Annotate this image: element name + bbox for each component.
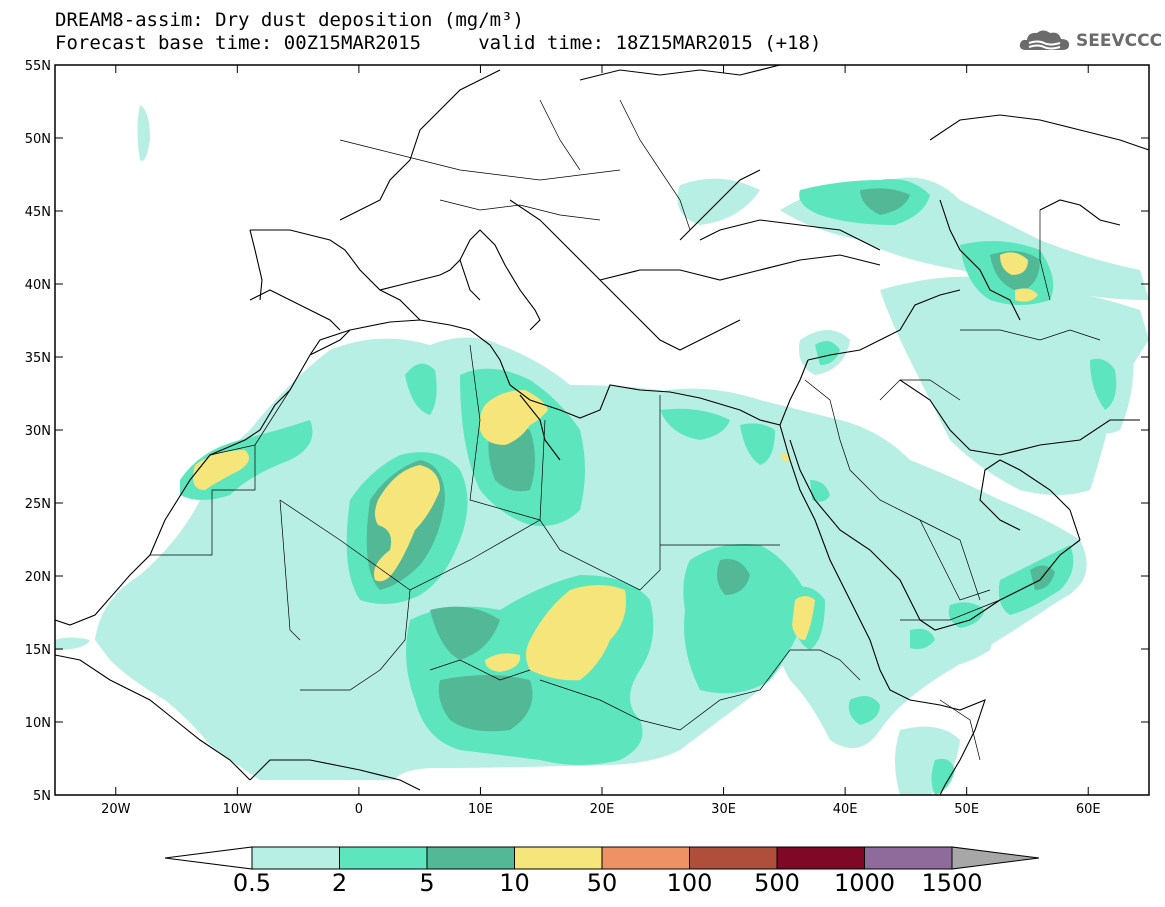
longitude-axis: 20W 10W 0 10E 20E 30E 40E 50E 60E <box>101 65 1101 817</box>
deposition-fields <box>55 105 1149 795</box>
colorbar-label: 2 <box>332 869 347 897</box>
colorbar-label: 1000 <box>834 869 895 897</box>
level-10-50-fields <box>192 252 1038 681</box>
lat-tick-label: 25N <box>25 497 51 512</box>
lon-tick-label: 30E <box>711 802 736 817</box>
colorbar-swatch <box>514 846 603 870</box>
lon-tick-label: 0 <box>355 802 363 817</box>
lat-tick-label: 35N <box>25 351 51 366</box>
lat-tick-label: 5N <box>33 789 51 804</box>
colorbar-swatch <box>776 846 865 870</box>
colorbar-swatch <box>689 846 778 870</box>
seevccc-logo: SEEVCCC <box>1018 28 1162 54</box>
colorbar-swatch <box>601 846 690 870</box>
lat-tick-label: 50N <box>25 132 51 147</box>
lon-tick-label: 10W <box>223 802 253 817</box>
colorbar-swatch <box>864 846 953 870</box>
coastlines <box>55 65 1149 795</box>
lon-tick-label: 20E <box>590 802 615 817</box>
lon-tick-label: 40E <box>833 802 858 817</box>
lat-tick-label: 10N <box>25 716 51 731</box>
lon-tick-label: 50E <box>954 802 979 817</box>
colorbar-label: 5 <box>419 869 434 897</box>
colorbar-swatch <box>426 846 515 870</box>
lat-tick-label: 30N <box>25 424 51 439</box>
colorbar: 0.5 2 5 10 50 100 500 1000 1500 <box>164 846 1040 897</box>
lat-tick-label: 20N <box>25 570 51 585</box>
colorbar-label: 1500 <box>921 869 982 897</box>
colorbar-label: 50 <box>587 869 618 897</box>
colorbar-swatch <box>339 846 428 870</box>
lat-tick-label: 40N <box>25 278 51 293</box>
lat-tick-label: 15N <box>25 643 51 658</box>
lat-tick-label: 45N <box>25 205 51 220</box>
latitude-axis: 55N 50N 45N 40N 35N 30N 25N 20N 15N 10N 5N <box>25 59 1149 804</box>
cloud-icon <box>1019 30 1070 50</box>
forecast-times: Forecast base time: 00Z15MAR2015 valid t… <box>55 32 822 54</box>
colorbar-label: 500 <box>754 869 800 897</box>
colorbar-under-triangle <box>164 846 253 870</box>
colorbar-label: 100 <box>667 869 713 897</box>
lon-tick-label: 60E <box>1076 802 1101 817</box>
colorbar-swatch <box>251 846 340 870</box>
colorbar-label: 10 <box>499 869 530 897</box>
country-borders <box>150 99 1101 761</box>
lon-tick-label: 10E <box>468 802 493 817</box>
lat-tick-label: 55N <box>25 59 51 74</box>
colorbar-label: 0.5 <box>233 869 271 897</box>
logo-text: SEEVCCC <box>1076 31 1163 51</box>
lon-tick-label: 20W <box>101 802 131 817</box>
colorbar-over-triangle <box>951 846 1040 870</box>
map-title: DREAM8-assim: Dry dust deposition (mg/m³… <box>55 9 524 31</box>
